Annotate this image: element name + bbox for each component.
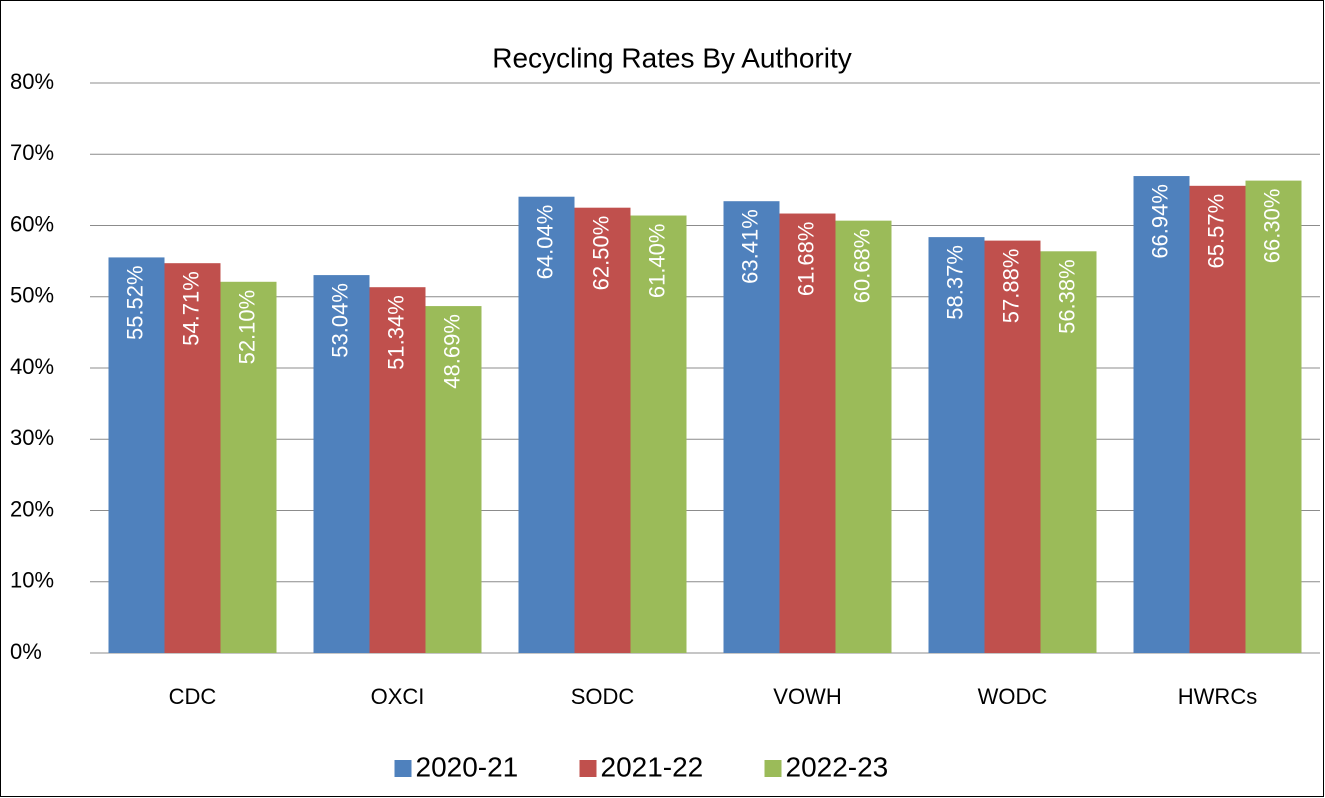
bar bbox=[164, 263, 221, 653]
legend-label: 2021-22 bbox=[601, 751, 704, 782]
value-label: 64.04% bbox=[532, 205, 557, 280]
bar bbox=[518, 196, 575, 653]
value-label: 66.30% bbox=[1259, 189, 1284, 264]
value-label: 51.34% bbox=[383, 295, 408, 370]
value-label: 52.10% bbox=[234, 290, 259, 365]
bar bbox=[1133, 176, 1190, 654]
y-tick-label: 0% bbox=[10, 639, 42, 664]
x-tick-label: OXCI bbox=[371, 684, 425, 709]
legend-label: 2022-23 bbox=[786, 751, 889, 782]
value-label: 55.52% bbox=[122, 265, 147, 340]
x-tick-label: WODC bbox=[978, 684, 1048, 709]
y-tick-label: 80% bbox=[10, 69, 54, 94]
bar bbox=[1245, 180, 1302, 654]
bar bbox=[928, 237, 985, 653]
legend-swatch bbox=[764, 760, 782, 777]
value-label: 62.50% bbox=[588, 216, 613, 291]
value-label: 63.41% bbox=[737, 209, 762, 284]
y-tick-label: 20% bbox=[10, 496, 54, 521]
legend-swatch bbox=[394, 760, 412, 777]
x-tick-label: SODC bbox=[571, 684, 635, 709]
value-label: 65.57% bbox=[1203, 194, 1228, 269]
bar bbox=[835, 220, 892, 653]
value-label: 58.37% bbox=[942, 245, 967, 320]
bar bbox=[779, 213, 836, 653]
y-tick-label: 30% bbox=[10, 425, 54, 450]
legend-label: 2020-21 bbox=[416, 751, 519, 782]
bar bbox=[425, 306, 482, 653]
bar bbox=[984, 240, 1041, 654]
value-label: 66.94% bbox=[1147, 184, 1172, 259]
chart-title: Recycling Rates By Authority bbox=[492, 42, 852, 73]
y-tick-label: 50% bbox=[10, 283, 54, 308]
bar bbox=[574, 207, 631, 653]
bar bbox=[723, 201, 780, 654]
legend-swatch bbox=[579, 760, 597, 777]
bar bbox=[1189, 185, 1246, 653]
y-tick-label: 70% bbox=[10, 140, 54, 165]
value-label: 53.04% bbox=[327, 283, 352, 358]
bar bbox=[1040, 251, 1097, 654]
value-label: 56.38% bbox=[1054, 259, 1079, 334]
y-tick-label: 40% bbox=[10, 354, 54, 379]
x-tick-label: HWRCs bbox=[1178, 684, 1257, 709]
value-label: 57.88% bbox=[998, 249, 1023, 324]
value-label: 48.69% bbox=[439, 314, 464, 389]
bar bbox=[630, 215, 687, 653]
x-tick-label: VOWH bbox=[773, 684, 841, 709]
bar bbox=[369, 287, 426, 653]
bar bbox=[313, 275, 370, 653]
bar bbox=[220, 281, 277, 653]
value-label: 61.40% bbox=[644, 224, 669, 299]
x-tick-label: CDC bbox=[169, 684, 217, 709]
bar bbox=[108, 257, 165, 653]
value-label: 60.68% bbox=[849, 229, 874, 304]
value-label: 61.68% bbox=[793, 222, 818, 297]
value-label: 54.71% bbox=[178, 271, 203, 346]
y-tick-label: 60% bbox=[10, 211, 54, 236]
y-tick-label: 10% bbox=[10, 568, 54, 593]
